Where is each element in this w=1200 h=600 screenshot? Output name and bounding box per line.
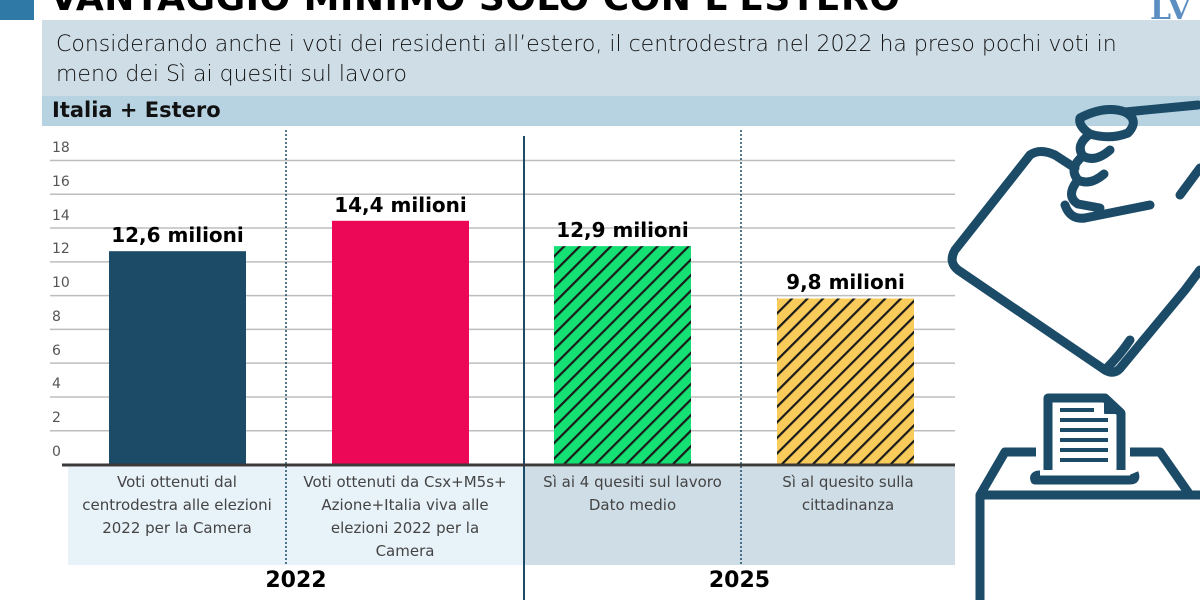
- accent-block: [0, 0, 34, 20]
- bar-data-label: 9,8 milioni: [786, 270, 905, 295]
- category-label-line: Sì al quesito sulla: [782, 473, 914, 491]
- category-label-line: Sì ai 4 quesiti sul lavoro: [543, 473, 722, 491]
- y-tick-label: 14: [52, 207, 70, 224]
- category-label-line: elezioni 2022 per la: [330, 519, 480, 537]
- category-label-line: 2022 per la Camera: [102, 519, 252, 537]
- category-label: Voti ottenuti dal centrodestra alle elezi…: [68, 471, 286, 540]
- y-tick-label: 10: [52, 275, 70, 292]
- year-label: 2025: [708, 568, 771, 593]
- bar: [332, 220, 469, 464]
- section-band: [42, 96, 1200, 126]
- chart-title: VANTAGGIO MINIMO SOLO CON L'ESTERO: [50, 0, 900, 19]
- y-tick-label: 8: [52, 308, 61, 325]
- y-tick-label: 16: [52, 173, 70, 190]
- category-label-line: cittadinanza: [801, 496, 895, 514]
- bar-data-label: 12,9 milioni: [556, 218, 689, 243]
- y-tick-label: 0: [52, 444, 61, 460]
- y-tick-label: 12: [52, 241, 70, 258]
- bar-data-label: 12,6 milioni: [111, 223, 244, 248]
- category-label-line: Camera: [375, 542, 435, 560]
- chart-subtitle: Considerando anche i voti dei residenti …: [56, 32, 1117, 87]
- bar-data-label: 14,4 milioni: [334, 192, 467, 217]
- bar: [554, 246, 691, 464]
- category-label-line: centrodestra alle elezioni: [82, 496, 272, 514]
- category-band-2025: [524, 467, 955, 565]
- bars: [109, 220, 914, 464]
- section-label: Italia + Estero: [52, 98, 221, 122]
- category-label: Sì al quesito sulla cittadinanza: [741, 471, 955, 517]
- category-label: Sì ai 4 quesiti sul lavoro Dato medio: [524, 471, 741, 517]
- category-label-line: Azione+Italia viva alle: [321, 496, 489, 514]
- bar: [777, 298, 914, 464]
- category-label-line: Dato medio: [588, 496, 677, 514]
- ballot-box-icon: [975, 393, 1200, 600]
- category-band-2022: [68, 467, 524, 565]
- category-label-line: Voti ottenuti dal: [117, 473, 237, 491]
- bar: [109, 251, 246, 464]
- category-label: Voti ottenuti da Csx+M5s+ Azione+Italia v…: [286, 471, 524, 563]
- subtitle-band: [42, 20, 1200, 96]
- hand-ballot-icon: [947, 100, 1200, 377]
- group-dividers: [285, 130, 742, 600]
- y-tick-label: 2: [52, 410, 61, 427]
- y-tick-label: 18: [52, 140, 70, 156]
- y-tick-label: 6: [52, 342, 61, 359]
- year-label: 2022: [265, 568, 327, 593]
- category-label-line: Voti ottenuti da Csx+M5s+: [303, 473, 507, 491]
- y-tick-label: 4: [52, 376, 61, 393]
